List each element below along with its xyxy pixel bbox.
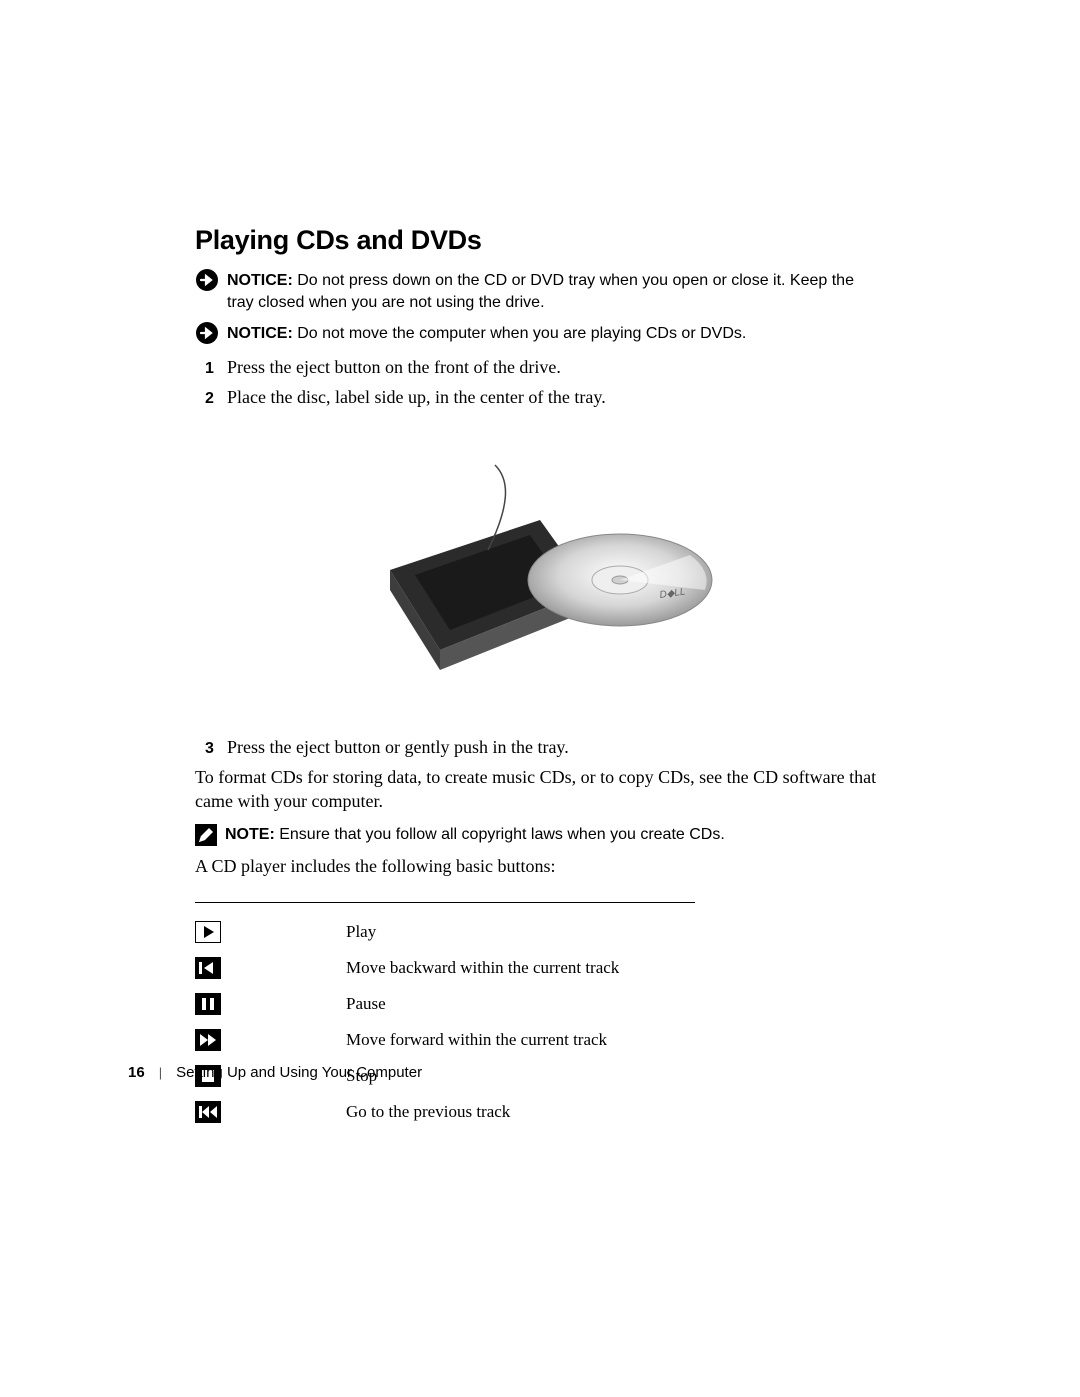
table-row: Move forward within the current track	[195, 1029, 695, 1051]
notice-text: NOTICE: Do not move the computer when yo…	[227, 323, 746, 345]
backward-icon	[195, 957, 221, 979]
page-heading: Playing CDs and DVDs	[195, 225, 885, 256]
button-label: Go to the previous track	[346, 1102, 510, 1122]
step-row: 2 Place the disc, label side up, in the …	[205, 385, 885, 409]
table-row: Go to the previous track	[195, 1101, 695, 1123]
play-icon	[195, 921, 221, 943]
step-number: 3	[205, 740, 227, 758]
pause-icon	[195, 993, 221, 1015]
note-block: NOTE: Ensure that you follow all copyrig…	[195, 824, 885, 846]
table-row: Play	[195, 921, 695, 943]
page-content: Playing CDs and DVDs NOTICE: Do not pres…	[0, 0, 1080, 1123]
previous-track-icon	[195, 1101, 221, 1123]
cd-tray-figure: D◆LL	[195, 450, 885, 685]
step-text: Place the disc, label side up, in the ce…	[227, 385, 606, 409]
step-text: Press the eject button or gently push in…	[227, 735, 569, 759]
footer-section-title: Setting Up and Using Your Computer	[176, 1064, 422, 1081]
notice-body: Do not press down on the CD or DVD tray …	[227, 272, 854, 311]
footer-separator: |	[159, 1065, 162, 1080]
step-number: 2	[205, 390, 227, 408]
button-label: Play	[346, 922, 376, 942]
notice-block: NOTICE: Do not press down on the CD or D…	[195, 270, 885, 313]
step-row: 3 Press the eject button or gently push …	[205, 735, 885, 759]
notice-text: NOTICE: Do not press down on the CD or D…	[227, 270, 885, 313]
step-text: Press the eject button on the front of t…	[227, 355, 561, 379]
notice-arrow-icon	[195, 268, 219, 292]
notice-block: NOTICE: Do not move the computer when yo…	[195, 323, 885, 345]
table-row: Move backward within the current track	[195, 957, 695, 979]
step-row: 1 Press the eject button on the front of…	[205, 355, 885, 379]
notice-label: NOTICE:	[227, 272, 293, 289]
footer-page-number: 16	[128, 1064, 145, 1081]
note-pencil-icon	[195, 824, 217, 846]
forward-icon	[195, 1029, 221, 1051]
page-footer: 16 | Setting Up and Using Your Computer	[128, 1064, 422, 1081]
note-text: NOTE: Ensure that you follow all copyrig…	[225, 824, 725, 846]
notice-label: NOTICE:	[227, 325, 293, 342]
step-number: 1	[205, 360, 227, 378]
paragraph-format: To format CDs for storing data, to creat…	[195, 765, 885, 814]
note-body: Ensure that you follow all copyright law…	[279, 826, 725, 843]
note-label: NOTE:	[225, 826, 275, 843]
paragraph-player: A CD player includes the following basic…	[195, 854, 885, 878]
table-row: Pause	[195, 993, 695, 1015]
button-label: Move forward within the current track	[346, 1030, 607, 1050]
notice-body: Do not move the computer when you are pl…	[297, 325, 746, 342]
button-label: Pause	[346, 994, 386, 1014]
notice-arrow-icon	[195, 321, 219, 345]
button-label: Move backward within the current track	[346, 958, 619, 978]
cd-button-table: Play Move backward within the current tr…	[195, 902, 695, 1123]
